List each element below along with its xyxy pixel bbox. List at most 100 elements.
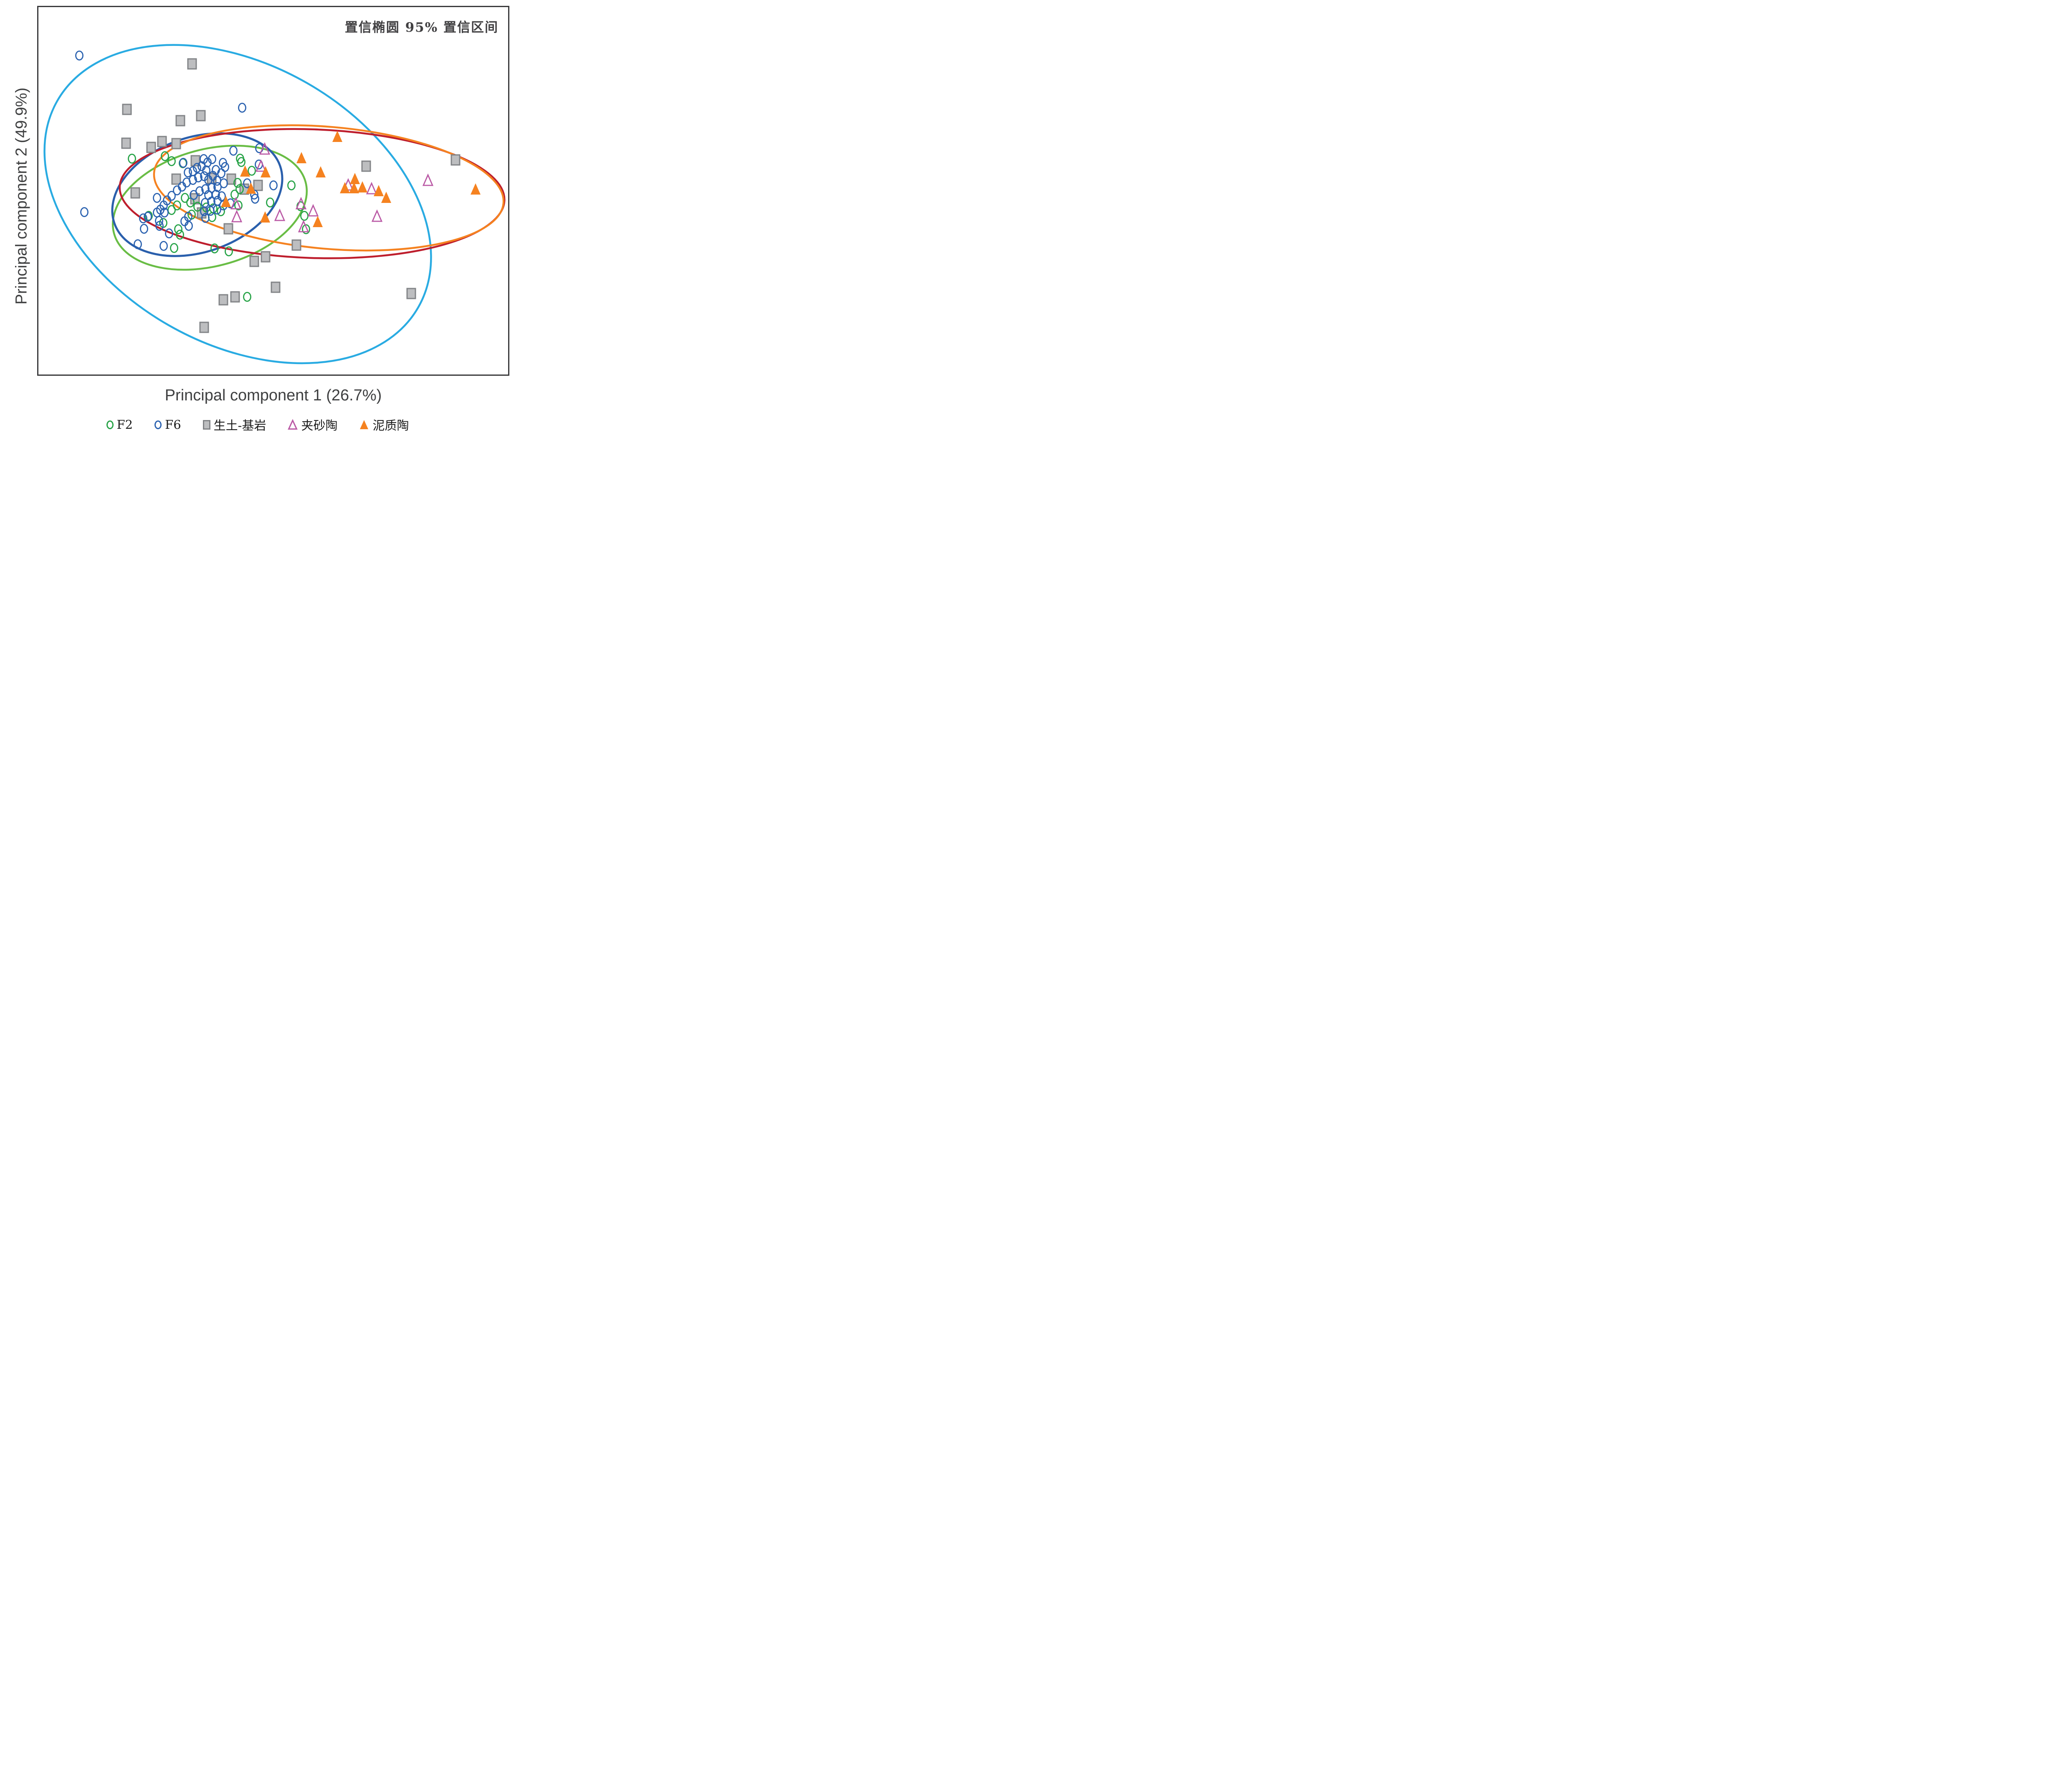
legend-label-soil-bedrock: 生土-基岩 [213, 418, 266, 433]
marker-夹砂陶 [295, 197, 307, 210]
f2-circle-icon [106, 420, 114, 429]
marker-F2 [167, 205, 176, 215]
marker-生土-基岩 [249, 256, 259, 267]
marker-生土-基岩 [171, 138, 181, 149]
marker-生土-基岩 [271, 281, 281, 293]
marker-生土-基岩 [450, 154, 461, 166]
marker-夹砂陶 [274, 208, 286, 221]
marker-F6 [173, 185, 181, 195]
soil-bedrock-square-icon [202, 420, 210, 430]
marker-泥质陶 [374, 185, 384, 196]
marker-夹砂陶 [298, 220, 309, 233]
marker-F2 [186, 197, 195, 208]
marker-F2 [237, 157, 245, 167]
marker-夹砂陶 [230, 197, 242, 210]
marker-生土-基岩 [406, 288, 416, 299]
f6-circle-icon [154, 420, 162, 429]
marker-F6 [251, 194, 259, 204]
marker-生土-基岩 [230, 291, 240, 303]
x-axis-label: Principal component 1 (26.7%) [164, 387, 382, 404]
marker-F6 [80, 207, 89, 217]
legend-label-sand-tempered: 夹砂陶 [301, 418, 338, 433]
marker-F6 [185, 221, 193, 231]
marker-F2 [174, 224, 182, 234]
marker-F6 [153, 193, 161, 203]
marker-泥质陶 [340, 182, 350, 193]
marker-F2 [225, 246, 233, 256]
marker-夹砂陶 [255, 159, 267, 172]
legend-label-f6: F6 [165, 418, 181, 432]
marker-生土-基岩 [253, 180, 263, 191]
marker-F6 [208, 154, 216, 164]
marker-F2 [234, 200, 243, 210]
marker-生土-基岩 [261, 251, 271, 263]
marker-F2 [181, 193, 189, 203]
marker-F2 [235, 184, 244, 194]
marker-F6 [238, 103, 246, 113]
marker-泥质陶 [260, 211, 270, 223]
legend-label-f2: F2 [116, 418, 133, 432]
marker-F6 [220, 178, 228, 188]
marker-泥质陶 [313, 216, 323, 227]
marker-泥质陶 [357, 181, 367, 192]
marker-F6 [160, 208, 169, 218]
marker-F6 [155, 221, 164, 231]
confidence-note: 置信椭圆 95% 置信区间 [344, 20, 499, 35]
marker-F6 [212, 190, 220, 200]
marker-F2 [248, 166, 256, 176]
marker-生土-基岩 [157, 136, 167, 147]
legend-item-f6: F6 [154, 418, 181, 432]
marker-F6 [167, 191, 176, 201]
marker-泥质陶 [246, 182, 256, 194]
marker-生土-基岩 [218, 294, 228, 306]
marker-泥质陶 [240, 165, 250, 177]
marker-生土-基岩 [130, 187, 140, 199]
marker-夹砂陶 [422, 173, 434, 186]
marker-生土-基岩 [146, 142, 156, 153]
marker-夹砂陶 [307, 204, 319, 217]
marker-F2 [287, 180, 296, 190]
marker-F6 [155, 216, 163, 226]
marker-F2 [266, 197, 274, 208]
marker-夹砂陶 [231, 210, 243, 223]
sand-tempered-triangle-icon [288, 419, 298, 430]
marker-生土-基岩 [171, 173, 181, 185]
marker-F6 [75, 51, 84, 61]
confidence-ellipse-orange [153, 124, 505, 252]
marker-F6 [201, 213, 210, 223]
marker-F2 [176, 230, 184, 240]
marker-夹砂陶 [366, 182, 377, 195]
marker-泥质陶 [261, 166, 271, 177]
marker-生土-基岩 [175, 115, 185, 127]
marker-泥质陶 [316, 166, 326, 177]
marker-生土-基岩 [291, 239, 301, 251]
marker-F2 [210, 243, 219, 253]
marker-F6 [204, 175, 213, 185]
marker-F2 [302, 224, 310, 234]
marker-F2 [170, 243, 178, 253]
marker-F6 [184, 167, 192, 177]
legend-item-sand-tempered-pottery: 夹砂陶 [288, 416, 337, 433]
mud-pottery-triangle-icon [360, 420, 369, 429]
legend-item-soil-bedrock: 生土-基岩 [202, 416, 266, 433]
marker-生土-基岩 [361, 160, 371, 172]
marker-泥质陶 [221, 196, 231, 207]
marker-F2 [193, 202, 202, 212]
marker-F2 [230, 190, 239, 200]
legend: F2 F6 生土-基岩 夹砂陶 泥质陶 [0, 416, 515, 433]
marker-生土-基岩 [122, 104, 132, 115]
marker-夹砂陶 [371, 209, 383, 222]
marker-泥质陶 [349, 182, 359, 193]
pca-scatter-figure: 置信椭圆 95% 置信区间 Principal component 2 (49.… [0, 0, 515, 448]
marker-F6 [206, 206, 215, 216]
marker-F2 [300, 211, 309, 221]
marker-泥质陶 [381, 192, 391, 203]
marker-F6 [179, 158, 187, 168]
legend-item-mud-pottery: 泥质陶 [359, 416, 409, 433]
marker-生土-基岩 [223, 223, 233, 235]
marker-F6 [217, 168, 225, 178]
marker-泥质陶 [471, 183, 481, 195]
confidence-ellipse-light-blue [43, 44, 432, 364]
marker-F6 [202, 165, 210, 175]
marker-F6 [144, 212, 152, 222]
